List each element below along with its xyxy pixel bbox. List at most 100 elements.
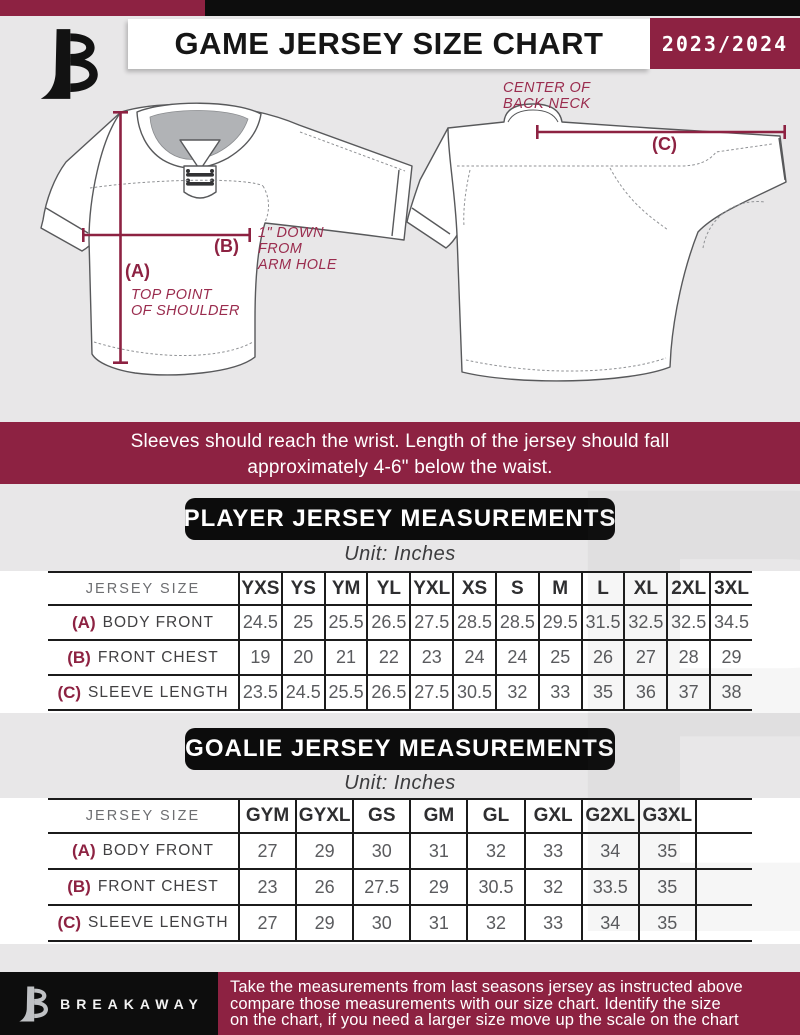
size-column-header: GL xyxy=(466,800,523,832)
measure-name: SLEEVE LENGTH xyxy=(88,683,229,701)
size-column-header: YXL xyxy=(409,573,452,604)
measurement-row: (B) FRONT CHEST 19 20 21 22 23 24 24 25 26 27 28 29 xyxy=(48,641,752,676)
measurement-row: (A) BODY FRONT 24.5 25 25.5 26.5 27.5 28.5 28.5 2… xyxy=(48,606,752,641)
measure-name: FRONT CHEST xyxy=(97,648,219,666)
measurement-value-cell: 27 xyxy=(623,641,666,674)
measurement-row: (C) SLEEVE LENGTH 27 29 30 31 32 33 34 35 xyxy=(48,906,752,942)
row-label-cell: (A) BODY FRONT xyxy=(48,834,238,868)
row-label-cell: (B) FRONT CHEST xyxy=(48,641,238,674)
size-column-header: G3XL xyxy=(637,800,695,832)
measure-name: FRONT CHEST xyxy=(97,878,219,895)
size-column-header: YXS xyxy=(238,573,281,604)
measurement-value-cell: 33.5 xyxy=(580,870,638,904)
measure-name: BODY FRONT xyxy=(102,613,214,631)
measurement-value-cell: 27.5 xyxy=(409,676,452,709)
season-banner: 2023/2024 xyxy=(650,18,800,69)
footer-instructions-line3: on the chart, if you need a larger size … xyxy=(230,1011,739,1030)
measurement-value-cell: 38 xyxy=(709,676,752,709)
measurement-value-cell: 21 xyxy=(323,641,367,674)
measurement-value-cell: 28.5 xyxy=(452,606,495,639)
measurement-value-cell: 27 xyxy=(238,906,295,940)
fit-note-line2: approximately 4-6" below the waist. xyxy=(247,457,553,478)
row-label-cell: (C) SLEEVE LENGTH xyxy=(48,676,238,709)
measurement-value-cell: 26.5 xyxy=(366,606,409,639)
footer: BREAKAWAY Take the measurements from las… xyxy=(0,972,800,1035)
measurement-value-cell: 23 xyxy=(409,641,452,674)
measurement-value-cell: 26.5 xyxy=(366,676,409,709)
measurement-row: (B) FRONT CHEST 23 26 27.5 29 30.5 32 33.5 35 xyxy=(48,870,752,906)
measure-letter: (C) xyxy=(57,913,82,932)
center-back-neck-label: CENTER OF BACK NECK xyxy=(503,80,591,112)
measurement-value-cell: 24.5 xyxy=(238,606,281,639)
player-measurements-table: JERSEY SIZE YXS YS YM YL YXL XS S M L XL 2XL 3XL (A) B… xyxy=(48,571,752,711)
measurement-value-cell: 30 xyxy=(352,906,409,940)
measure-tag-c: (C) xyxy=(652,134,677,154)
measurement-value-cell: 19 xyxy=(238,641,281,674)
measure-letter: (A) xyxy=(72,612,96,632)
measurement-value-cell: 33 xyxy=(523,834,581,868)
size-column-header: GYXL xyxy=(295,800,352,832)
measurement-value-cell: 34.5 xyxy=(709,606,752,639)
measure-tag-a: (A) xyxy=(125,261,150,281)
size-column-header: GM xyxy=(409,800,466,832)
measurement-value-cell: 25.5 xyxy=(323,606,367,639)
measurement-value-cell: 26 xyxy=(295,870,352,904)
measurement-value-cell: 32 xyxy=(523,870,581,904)
size-column-header: M xyxy=(537,573,581,604)
measurement-value-cell: 24 xyxy=(452,641,495,674)
measurement-value-cell: 27 xyxy=(238,834,295,868)
measure-name: BODY FRONT xyxy=(102,842,214,859)
measurement-value-cell: 33 xyxy=(537,676,581,709)
measurement-value-cell: 32 xyxy=(466,906,523,940)
size-column-header: XL xyxy=(623,573,666,604)
goalie-unit-label: Unit: Inches xyxy=(344,772,456,794)
measure-letter: (B) xyxy=(67,877,91,896)
goalie-table-band: JERSEY SIZE GYM GYXL GS GM GL GXL G2XL G3XL (A) BO… xyxy=(0,798,800,944)
measurement-value-cell: 28 xyxy=(666,641,709,674)
measurement-row: (C) SLEEVE LENGTH 23.5 24.5 25.5 26.5 27.5 30.5… xyxy=(48,676,752,711)
measurement-value-cell xyxy=(694,906,752,940)
measurement-value-cell: 35 xyxy=(637,870,695,904)
measurement-value-cell: 28.5 xyxy=(494,606,538,639)
measurement-value-cell: 29.5 xyxy=(537,606,581,639)
footer-instructions-line1: Take the measurements from last seasons … xyxy=(230,978,743,996)
size-column-header: S xyxy=(494,573,538,604)
measurement-value-cell: 25 xyxy=(537,641,581,674)
size-column-header: 2XL xyxy=(666,573,709,604)
jersey-size-label: JERSEY SIZE xyxy=(85,808,201,824)
measurement-value-cell: 23.5 xyxy=(238,676,281,709)
measurement-value-cell: 27.5 xyxy=(352,870,409,904)
title-banner: GAME JERSEY SIZE CHART xyxy=(128,19,650,69)
measurement-value-cell: 37 xyxy=(666,676,709,709)
size-column-header: XS xyxy=(452,573,495,604)
footer-instructions-line2: compare those measurements with our size… xyxy=(230,994,721,1013)
measurement-value-cell: 31.5 xyxy=(580,606,624,639)
player-section-header: PLAYER JERSEY MEASUREMENTS xyxy=(184,498,615,540)
table-header-row: JERSEY SIZE GYM GYXL GS GM GL GXL G2XL G3XL xyxy=(48,798,752,834)
footer-brand-block: BREAKAWAY xyxy=(0,972,218,1035)
fit-note-line1: Sleeves should reach the wrist. Length o… xyxy=(130,431,670,452)
measurement-value-cell: 27.5 xyxy=(409,606,452,639)
size-column-header: G2XL xyxy=(580,800,638,832)
measure-name: SLEEVE LENGTH xyxy=(88,914,229,931)
row-label-cell: (A) BODY FRONT xyxy=(48,606,238,639)
jersey-diagram xyxy=(40,102,787,382)
measurement-value-cell: 33 xyxy=(523,906,581,940)
measurement-value-cell: 20 xyxy=(280,641,324,674)
measurement-value-cell: 25.5 xyxy=(323,676,367,709)
breakaway-monogram-logo xyxy=(40,29,98,99)
top-strip-maroon xyxy=(0,0,205,16)
measurement-value-cell: 31 xyxy=(409,906,466,940)
measurement-value-cell: 36 xyxy=(623,676,666,709)
shoulder-note-label: TOP POINT OF SHOULDER xyxy=(131,287,240,319)
measurement-value-cell: 23 xyxy=(238,870,295,904)
measurement-value-cell: 30.5 xyxy=(466,870,523,904)
measurement-value-cell: 24 xyxy=(494,641,538,674)
measurement-value-cell: 31 xyxy=(409,834,466,868)
measurement-value-cell: 29 xyxy=(709,641,752,674)
player-table-band: JERSEY SIZE YXS YS YM YL YXL XS S M L XL 2XL 3XL (A) B… xyxy=(0,571,800,713)
season-label: 2023/2024 xyxy=(661,31,789,56)
measurement-value-cell: 29 xyxy=(409,870,466,904)
size-column-header: YM xyxy=(323,573,367,604)
